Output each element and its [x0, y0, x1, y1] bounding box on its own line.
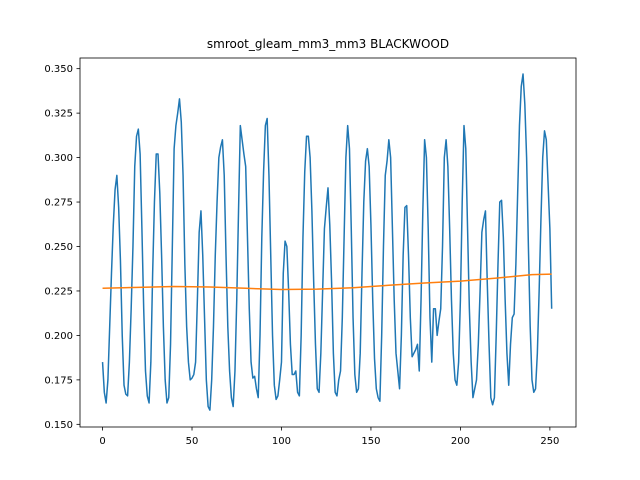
chart-title: smroot_gleam_mm3_mm3 BLACKWOOD [207, 37, 449, 51]
y-tick-label: 0.200 [44, 331, 73, 342]
x-tick-label: 250 [540, 436, 559, 447]
y-tick-label: 0.300 [44, 153, 73, 164]
y-tick-label: 0.350 [44, 64, 73, 75]
y-tick-label: 0.325 [44, 109, 73, 120]
series-line-1 [101, 73, 553, 411]
axes-layer: 0 50 100 150 200 250 0.150 0.175 0.200 0.225 0.250… [44, 57, 577, 447]
x-tick-label: 200 [451, 436, 470, 447]
y-tick-label: 0.250 [44, 242, 73, 253]
x-tick-label: 50 [186, 436, 199, 447]
y-tick-label: 0.150 [44, 420, 73, 431]
y-tick-label: 0.275 [44, 198, 73, 209]
plot-frame [79, 57, 577, 428]
series-layer [101, 73, 553, 411]
series-line-2 [102, 273, 552, 291]
x-tick-label: 0 [99, 436, 105, 447]
y-tick-label: 0.175 [44, 375, 73, 386]
x-tick-label: 100 [272, 436, 291, 447]
x-tick-label: 150 [361, 436, 380, 447]
y-tick-label: 0.225 [44, 286, 73, 297]
